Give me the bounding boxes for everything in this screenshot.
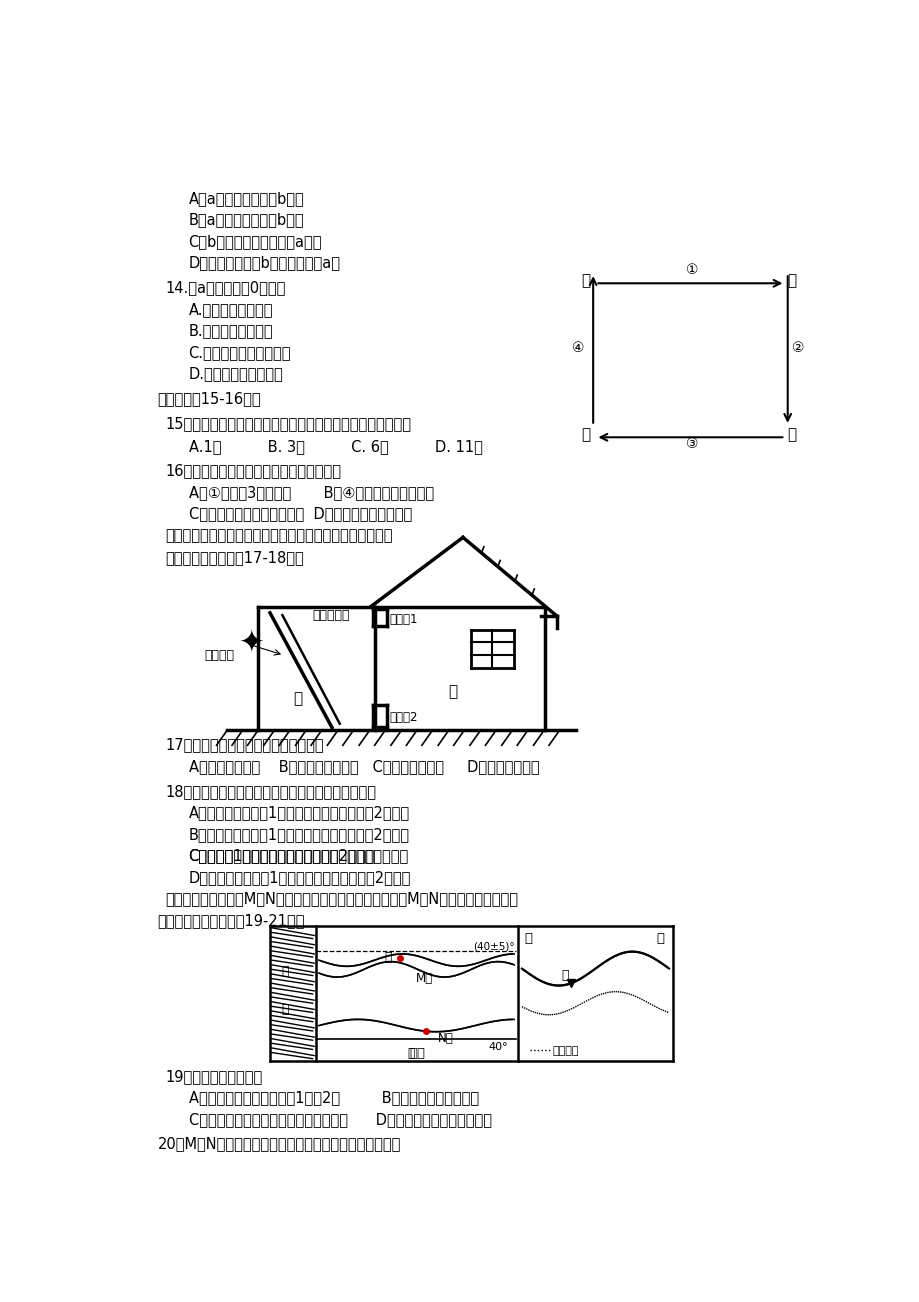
Text: A．a地自转角速度比b地大: A．a地自转角速度比b地大 [188,191,304,206]
Text: 甲: 甲 [581,427,590,443]
Text: 甲: 甲 [561,970,569,983]
Text: N河: N河 [437,1031,453,1044]
Text: 16．若此图表示亚洲东部夏季季风环流，则: 16．若此图表示亚洲东部夏季季风环流，则 [165,464,341,478]
Text: B．暖气流从通风口1进入乙，冷气流从通风口2进入甲: B．暖气流从通风口1进入乙，冷气流从通风口2进入甲 [188,827,409,842]
Text: 19．下列叙述正确的是: 19．下列叙述正确的是 [165,1069,262,1083]
Text: 乙: 乙 [787,427,796,443]
Text: 下图中甲、乙分别是M、N两条河流上的水文站。观测发现，M、N河流的径流量有明显: 下图中甲、乙分别是M、N两条河流上的水文站。观测发现，M、N河流的径流量有明显 [165,892,517,906]
Text: 南: 南 [524,932,531,945]
Text: 14.当a地杆影长为0时，则: 14.当a地杆影长为0时，则 [165,280,286,296]
Text: (40±5)°: (40±5)° [472,941,514,952]
Text: 15．若此图表示北印度洋海区季风环流，则此图反应的时间为: 15．若此图表示北印度洋海区季风环流，则此图反应的时间为 [165,415,411,431]
Text: 甲: 甲 [293,691,302,707]
Text: B．a地自转线速度比b地小: B．a地自转线速度比b地小 [188,212,304,228]
Text: C.华北平原开始播种小麦: C.华北平原开始播种小麦 [188,345,290,359]
Text: 洋: 洋 [281,1004,289,1017]
Text: A．利于空气流动    B．充分利用太阳能   C．雨季及时排水     D．节约建造成本: A．利于空气流动 B．充分利用太阳能 C．雨季及时排水 D．节约建造成本 [188,759,539,775]
Text: C．甲处是海洋，乙处是陆地  D．乙处天气以晴朗为主: C．甲处是海洋，乙处是陆地 D．乙处天气以晴朗为主 [188,506,412,522]
Text: 陆地: 陆地 [409,1047,425,1060]
Text: 20．M、N河流主要补给形式及出现最大汛期的时期分别是: 20．M、N河流主要补给形式及出现最大汛期的时期分别是 [157,1137,401,1151]
Text: 40°: 40° [488,1042,507,1052]
Text: D．夏至日一天中b影偏移角度比a大: D．夏至日一天中b影偏移角度比a大 [188,255,340,271]
Text: ✦: ✦ [239,629,265,658]
Text: 绝热窗户: 绝热窗户 [204,648,233,661]
Text: A．防洪任务最重的月份是1月或2月         B．大陆沿岸有暖流经过: A．防洪任务最重的月份是1月或2月 B．大陆沿岸有暖流经过 [188,1090,478,1105]
Text: D.北京的白昼比广州长: D.北京的白昼比广州长 [188,366,283,381]
Text: A.地球公转速度较快: A.地球公转速度较快 [188,302,273,316]
Text: A．①气流较3气流湿润       B．④气流由低纬流向高纬: A．①气流较3气流湿润 B．④气流由低纬流向高纬 [188,486,433,500]
Text: 潜水位线: 潜水位线 [552,1047,579,1056]
Text: 夏季排风口: 夏季排风口 [312,609,350,622]
Text: C．b地昼长的变化幅度比a地大: C．b地昼长的变化幅度比a地大 [188,234,322,249]
Text: 丙: 丙 [581,273,590,288]
Text: 海: 海 [281,965,289,978]
Text: 乙: 乙 [406,1047,414,1060]
Text: C．暖气洄1进入甲，冷气流从通风口2进入乙: C．暖气洄1进入甲，冷气流从通风口2进入乙 [188,849,375,863]
Text: ②: ② [790,341,803,355]
Text: 读右图回筄15-16题。: 读右图回筄15-16题。 [157,391,261,406]
Text: ①: ① [686,263,698,276]
Text: 房屋模型。回答下面17-18题。: 房屋模型。回答下面17-18题。 [165,549,304,565]
Text: A.1月          B. 3月          C. 6月          D. 11月: A.1月 B. 3月 C. 6月 D. 11月 [188,439,482,454]
Text: C．暖气流从通风口１进入甲，冷气流从通风口２进入乙: C．暖气流从通风口１进入甲，冷气流从通风口２进入乙 [188,849,408,863]
Text: B.恆河正处在枯水期: B.恆河正处在枯水期 [188,323,273,339]
Text: 下图是某同学为我国北方地区设计的一幢高效利用太阳能的: 下图是某同学为我国北方地区设计的一幢高效利用太阳能的 [165,529,392,543]
Text: ③: ③ [686,436,698,450]
Text: 丁: 丁 [787,273,796,288]
Text: 乙: 乙 [448,684,457,699]
Text: ④: ④ [572,341,584,355]
Text: C．甲、乙两地的气候类型是地中海气候      D．大陆沿岸终年受西风影响: C．甲、乙两地的气候类型是地中海气候 D．大陆沿岸终年受西风影响 [188,1112,491,1126]
Text: 18．冬季的白天，房间甲和乙之间的空气流动方向是: 18．冬季的白天，房间甲和乙之间的空气流动方向是 [165,784,376,799]
Text: 甲: 甲 [384,950,391,963]
Text: 的季节变化。据此完成19-21题。: 的季节变化。据此完成19-21题。 [157,913,305,928]
Text: M河: M河 [415,973,432,986]
Text: 通风口2: 通风口2 [389,711,417,724]
Text: 17．绝热窗户设计成倒斜的主要目的是: 17．绝热窗户设计成倒斜的主要目的是 [165,738,323,753]
Text: 北: 北 [655,932,664,945]
Text: A．冷气流从通风口1进入甲，暖气流从通风口2进入乙: A．冷气流从通风口1进入甲，暖气流从通风口2进入乙 [188,806,409,820]
Text: 通风口1: 通风口1 [389,613,417,626]
Text: D．冷气流从通风口1进入乙，暖气流从通风口2进入甲: D．冷气流从通风口1进入乙，暖气流从通风口2进入甲 [188,870,411,885]
